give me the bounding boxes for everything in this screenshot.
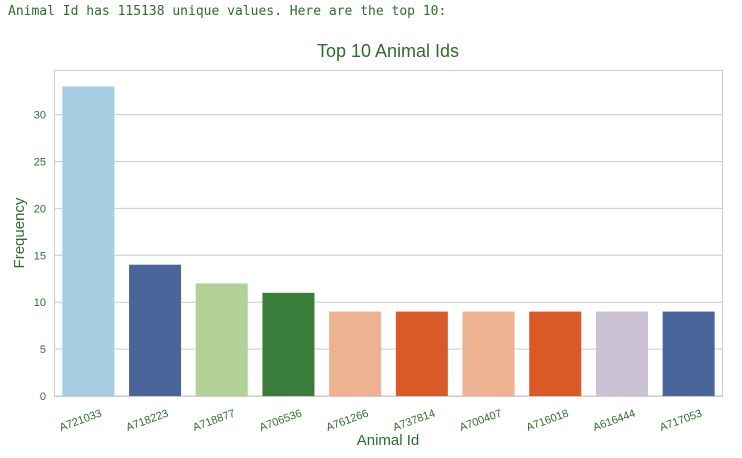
x-tick-label: A718877 <box>191 408 236 434</box>
bar-A716018 <box>529 311 582 396</box>
chart-title: Top 10 Animal Ids <box>317 41 459 61</box>
plot-frame <box>54 70 723 397</box>
y-tick-label: 20 <box>34 203 46 215</box>
y-tick-label: 15 <box>34 250 46 262</box>
bar-A706536 <box>262 292 315 396</box>
x-tick-label: A718223 <box>125 408 170 434</box>
bar-A700407 <box>462 311 515 396</box>
x-tick-label: A616444 <box>591 408 636 434</box>
y-tick-labels: 0 5 10 15 20 25 30 <box>34 110 46 403</box>
y-tick-label: 30 <box>34 110 46 122</box>
x-tick-label: A721033 <box>58 408 103 434</box>
bars <box>62 86 715 396</box>
bar-A616444 <box>595 311 648 396</box>
output-header-text: Animal Id has 115138 unique values. Here… <box>8 4 447 19</box>
bar-A761266 <box>329 311 382 396</box>
x-tick-label: A717053 <box>658 408 703 434</box>
y-tick-label: 5 <box>40 344 46 356</box>
x-tick-labels: A721033 A718223 A718877 A706536 A761266 A7378… <box>58 408 704 434</box>
x-axis-label: Animal Id <box>357 432 420 449</box>
bar-A718877 <box>195 283 248 396</box>
bar-A737814 <box>395 311 448 396</box>
bar-A721033 <box>62 86 115 396</box>
x-tick-label: A737814 <box>391 408 436 434</box>
y-tick-label: 25 <box>34 157 46 169</box>
y-tick-label: 10 <box>34 297 46 309</box>
bar-A717053 <box>662 311 715 396</box>
bar-A718223 <box>129 264 182 396</box>
y-tick-label: 0 <box>40 391 46 403</box>
y-axis-label: Frequency <box>11 197 28 268</box>
x-tick-label: A761266 <box>325 408 370 434</box>
x-tick-label: A716018 <box>525 408 570 434</box>
x-tick-label: A706536 <box>258 408 303 434</box>
x-tick-label: A700407 <box>458 408 503 434</box>
